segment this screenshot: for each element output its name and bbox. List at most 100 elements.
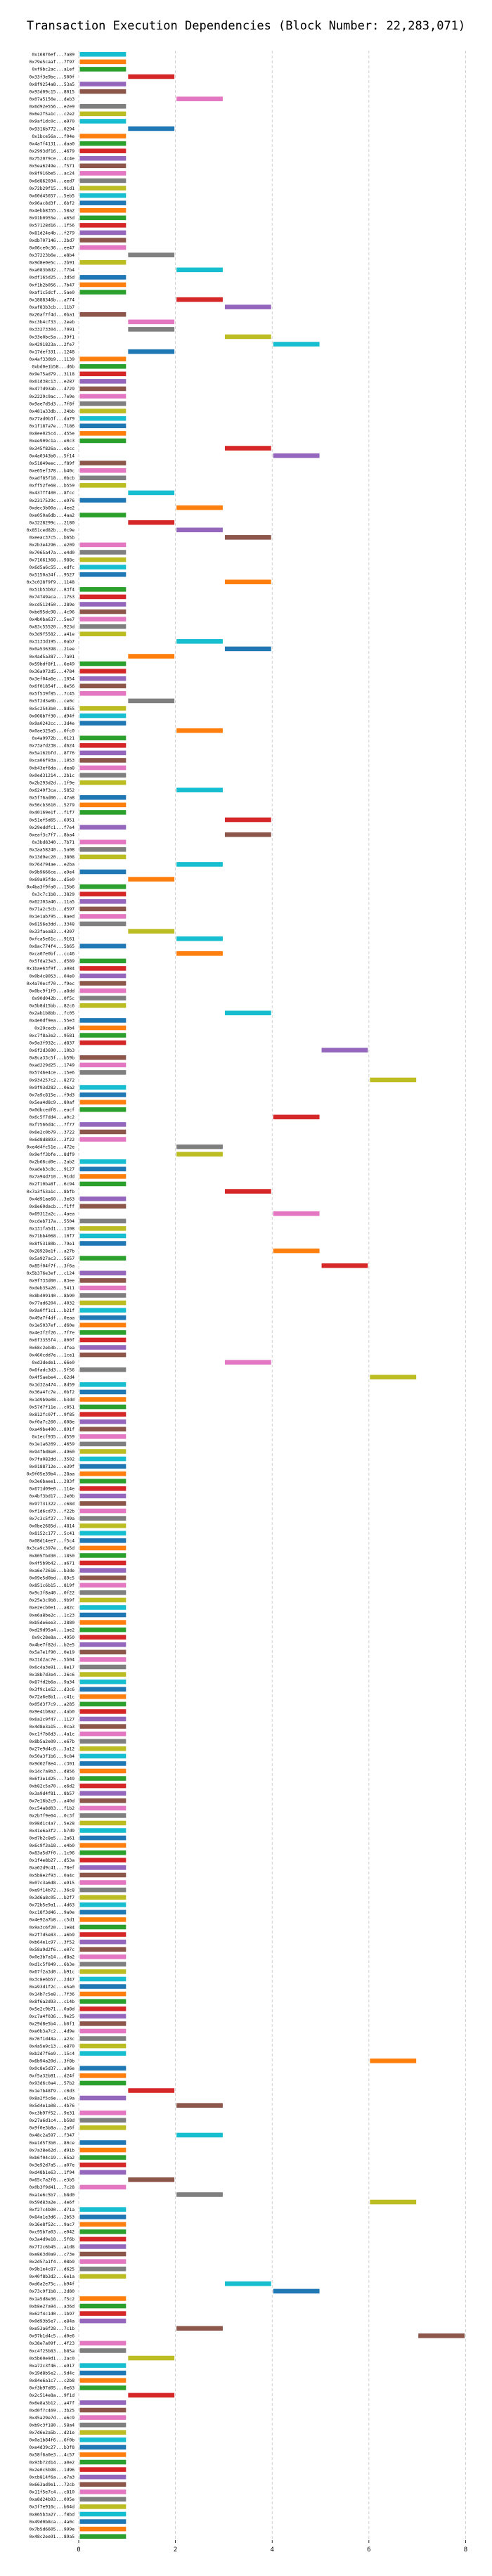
transaction-bar	[79, 1404, 127, 1410]
transaction-bar	[79, 1040, 127, 1045]
transaction-bar	[176, 639, 223, 644]
transaction-label: 0x7d6e2a5b...d21e	[30, 2430, 75, 2435]
transaction-label: 0x90d042b...0f5c	[32, 996, 75, 1001]
transaction-label: 0x3c7c1b8...3829	[32, 892, 75, 897]
transaction-bar	[224, 304, 271, 309]
transaction-bar	[79, 810, 127, 815]
transaction-bar	[128, 490, 175, 496]
transaction-label: 0x73c9f1b8...2d80	[30, 2289, 75, 2294]
transaction-bar	[79, 847, 127, 852]
transaction-label: 0x51b53b62...83f4	[30, 588, 75, 593]
transaction-bar	[79, 958, 127, 964]
transaction-label: 0x8ac774f4...5b65	[30, 944, 75, 949]
transaction-bar	[176, 2132, 223, 2138]
transaction-label: 0x2b66cd0e...2ab2	[30, 1160, 75, 1165]
transaction-label: 0x5a927ac3...5657	[30, 1256, 75, 1261]
transaction-bar	[79, 609, 127, 614]
transaction-label: 0x31d2ac7e...5b04	[30, 1658, 75, 1663]
transaction-bar	[79, 1278, 127, 1283]
transaction-label: 0x5746e4ce...15e6	[30, 1071, 75, 1076]
transaction-label: 0x865b3a27...f8bd	[30, 2512, 75, 2517]
transaction-label: 0xeeac37c5...b65b	[30, 536, 75, 541]
transaction-bar	[79, 89, 127, 94]
transaction-label: 0x3d9f5582...a41e	[30, 632, 75, 637]
transaction-bar	[370, 2058, 417, 2063]
transaction-bar	[79, 1226, 127, 1231]
transaction-bar	[79, 1857, 127, 1863]
transaction-bar	[79, 565, 127, 569]
transaction-label: 0x6f3355f4...800f	[30, 1338, 75, 1343]
transaction-label: 0x7b5d6605...999e	[30, 2527, 75, 2532]
transaction-bar	[79, 513, 127, 517]
transaction-label: 0xaf1c5dcf...5ae0	[30, 290, 75, 295]
transaction-label: 0x07c3a6d8...e915	[30, 1881, 75, 1886]
transaction-bar	[79, 1642, 127, 1647]
transaction-label: 0x0b3f9d41...7c28	[30, 2185, 75, 2190]
transaction-label: 0x6d92e556...e2e9	[30, 105, 75, 110]
transaction-label: 0x6d8d8893...3f22	[30, 1138, 75, 1142]
transaction-bar	[79, 1018, 127, 1023]
transaction-bar	[176, 505, 223, 510]
transaction-bar	[79, 1434, 127, 1439]
transaction-label: 0x93d6c0a4...57b2	[30, 2081, 75, 2086]
transaction-bar	[370, 2199, 417, 2205]
transaction-label: 0x6d5a6c55...edfc	[30, 565, 75, 570]
transaction-bar	[79, 1679, 127, 1685]
transaction-label: 0x06ce0c36...ee47	[30, 245, 75, 250]
transaction-label: 0x5ea6249e...f571	[30, 164, 75, 169]
transaction-bar	[321, 1048, 368, 1052]
transaction-bar	[79, 1062, 127, 1068]
transaction-label: 0x58a9d2f6...e07c	[30, 1947, 75, 1952]
transaction-bar	[79, 1887, 127, 1893]
transaction-label: 0x19d8b5e2...5d4c	[30, 2371, 75, 2376]
transaction-bar	[79, 1731, 127, 1737]
transaction-label: 0xf27c4b90...d71a	[30, 2208, 75, 2213]
transaction-bar	[79, 1820, 127, 1826]
transaction-label: 0x6f01854f...8e56	[30, 684, 75, 689]
transaction-bar	[176, 2103, 223, 2108]
transaction-label: 0x3f9c1e52...d3c6	[30, 1687, 75, 1692]
transaction-label: 0xa49be490...891f	[30, 1427, 75, 1432]
transaction-bar	[79, 2229, 127, 2234]
transaction-label: 0x4f5aebe4...62d4	[30, 1375, 75, 1380]
x-tick-label: 8	[464, 2546, 467, 2554]
transaction-label: 0xb6f04c19...65a2	[30, 2156, 75, 2160]
transaction-bar	[79, 2474, 127, 2480]
transaction-label: 0x9a3c6f20...1e84	[30, 1925, 75, 1930]
transaction-label: 0xfca5e61c...9161	[30, 936, 75, 941]
transaction-bar	[176, 787, 223, 793]
transaction-label: 0x0a536398...21ee	[30, 647, 75, 652]
transaction-bar	[79, 141, 127, 146]
transaction-label: 0xdeb35a26...5411	[30, 1286, 75, 1291]
transaction-bar	[79, 423, 127, 429]
transaction-label: 0x7e16b2c9...a40d	[30, 1799, 75, 1804]
transaction-bar	[79, 1129, 127, 1135]
transaction-bar	[79, 1523, 127, 1528]
transaction-bar	[79, 1835, 127, 1841]
transaction-label: 0x98d1c4a7...5e28	[30, 1821, 75, 1826]
transaction-label: 0x81d24e4b...f279	[30, 231, 75, 236]
transaction-label: 0x6a2c9f47...1127	[30, 1717, 75, 1722]
transaction-label: 0x0e3b7a14...d8a2	[30, 1955, 75, 1960]
transaction-label: 0x3a9d4f81...8b57	[30, 1791, 75, 1796]
transaction-bar	[79, 661, 127, 666]
transaction-bar	[273, 342, 320, 347]
transaction-label: 0x77ad0b3f...da79	[30, 417, 75, 422]
transaction-bar	[79, 713, 127, 719]
transaction-label: 0xcb814f6a...e7a3	[30, 2475, 75, 2480]
transaction-bar	[273, 1114, 320, 1120]
transaction-label: 0x2b3e4296...e209	[30, 543, 75, 548]
transaction-label: 0x9ae7d5d3...7f8f	[30, 401, 75, 406]
transaction-bar	[79, 1568, 127, 1573]
transaction-bar	[79, 2110, 127, 2115]
transaction-label: 0x4ad5a387...7a01	[30, 655, 75, 659]
transaction-bar	[224, 446, 271, 451]
transaction-label: 0x6c5f7dd4...a0c2	[30, 1115, 75, 1120]
transaction-label: 0x28928e1f...a27b	[30, 1249, 75, 1254]
transaction-bar	[79, 119, 127, 124]
transaction-bar	[79, 200, 127, 205]
transaction-bar	[79, 1204, 127, 1209]
transaction-bar	[79, 669, 127, 674]
transaction-bar	[79, 59, 127, 65]
transaction-label: 0x3e6baee1...283f	[30, 1479, 75, 1484]
